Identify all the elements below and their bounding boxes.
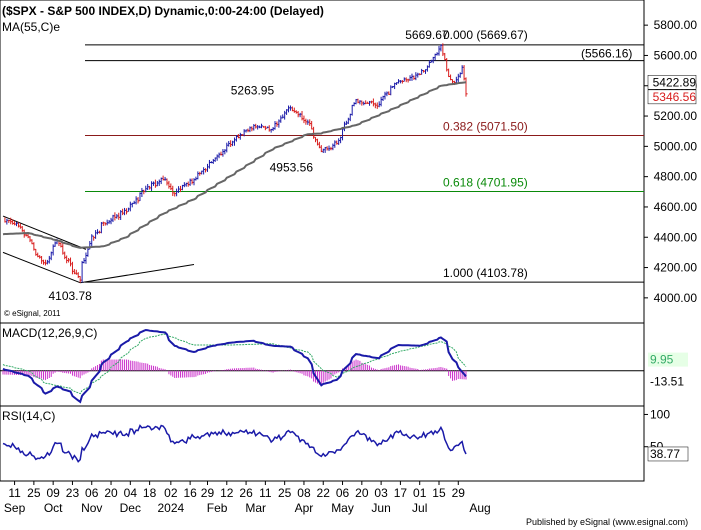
fib-label: 1.000 (4103.78): [443, 266, 528, 280]
macd-value-box: [648, 352, 688, 367]
rsi-panel-frame: [0, 405, 645, 482]
macd-panel: 9.95 -13.51: [0, 328, 688, 404]
rsi-panel: 1005038.77: [2, 407, 689, 463]
price-annotation: 4103.78: [48, 289, 92, 303]
x-tick-label: 16: [183, 486, 197, 500]
x-tick-label: 04: [124, 486, 138, 500]
fib-label: 0.618 (4701.95): [443, 176, 528, 190]
y-tick-label: 5000.00: [654, 139, 698, 153]
fib-label: (5566.16): [581, 47, 632, 61]
macd-value-box: [648, 374, 688, 389]
y-tick-label: 4600.00: [654, 200, 698, 214]
x-tick-label: 23: [66, 486, 80, 500]
x-month-label: Nov: [81, 501, 102, 515]
x-month-label: Jun: [371, 501, 390, 515]
y-tick-label: 4000.00: [654, 291, 698, 305]
macd-line: [2, 328, 467, 404]
published-text: Published by eSignal (www.esignal.com): [526, 517, 688, 527]
y-tick-label: 4400.00: [654, 230, 698, 244]
y-tick-label: 5800.00: [654, 18, 698, 32]
x-tick-label: 06: [336, 486, 350, 500]
x-tick-label: 26: [239, 486, 253, 500]
x-tick-label: 01: [413, 486, 427, 500]
x-tick-label: 29: [201, 486, 215, 500]
chart-title: ($SPX - S&P 500 INDEX,D) Dynamic,0:00-24…: [2, 4, 324, 18]
x-tick-label: 25: [278, 486, 292, 500]
x-tick-label: 25: [27, 486, 41, 500]
x-tick-label: 15: [432, 486, 446, 500]
trendline: [80, 264, 195, 284]
x-month-label: Sep: [4, 501, 26, 515]
y-tick-label: 5600.00: [654, 48, 698, 62]
x-tick-label: 11: [259, 486, 272, 500]
rsi-line: [2, 424, 467, 463]
rsi-value-box: [647, 446, 689, 462]
close-label: 5346.56: [653, 90, 697, 104]
close-label-box: [647, 75, 697, 90]
trendline: [2, 251, 81, 284]
x-tick-label: 20: [104, 486, 118, 500]
close-label-box: [647, 89, 697, 105]
x-month-label: Aug: [469, 501, 490, 515]
x-tick-label: 18: [143, 486, 157, 500]
macd-value-label: -13.51: [650, 374, 684, 388]
copyright-text: © eSignal, 2011: [4, 309, 61, 318]
x-tick-label: 09: [46, 486, 60, 500]
fib-label: 0.382 (5071.50): [443, 120, 528, 134]
price-annotation: 5263.95: [231, 83, 275, 97]
y-tick-label: 4200.00: [654, 261, 698, 275]
x-tick-label: 06: [85, 486, 99, 500]
x-tick-label: 08: [297, 486, 311, 500]
rsi-value-label: 38.77: [650, 447, 680, 461]
rsi-y-tick-label: 100: [650, 407, 670, 421]
x-tick-label: 02: [164, 486, 178, 500]
main-panel-frame: [0, 0, 645, 324]
x-month-label: Dec: [120, 501, 141, 515]
macd-signal-line: [2, 333, 467, 395]
price-panel: 5800.005600.005400.005200.005000.004800.…: [2, 18, 698, 305]
x-tick-label: 22: [317, 486, 331, 500]
x-tick-label: 12: [220, 486, 234, 500]
x-month-label: May: [331, 501, 354, 515]
x-month-label: 2024: [157, 501, 184, 515]
fib-label: 0.000 (5669.67): [443, 28, 528, 42]
x-month-label: Apr: [295, 501, 314, 515]
close-label: 5422.89: [653, 75, 697, 89]
x-tick-label: 11: [8, 486, 21, 500]
x-tick-label: 17: [394, 486, 408, 500]
ma-label: MA(55,C)e: [2, 20, 60, 34]
rsi-label: RSI(14,C): [2, 409, 55, 423]
trendline: [2, 215, 87, 250]
macd-value-label: 9.95: [650, 353, 674, 367]
x-tick-label: 03: [374, 486, 388, 500]
x-month-label: Jul: [412, 501, 427, 515]
x-tick-label: 29: [452, 486, 466, 500]
x-tick-label: 20: [355, 486, 369, 500]
y-tick-label: 5200.00: [654, 109, 698, 123]
price-annotation: 4953.56: [270, 160, 314, 174]
x-month-label: Mar: [245, 501, 266, 515]
ma-line: [2, 81, 467, 249]
macd-label: MACD(12,26,9,C): [2, 326, 97, 340]
price-annotation: 5669.67: [405, 28, 449, 42]
x-month-label: Feb: [207, 501, 228, 515]
x-month-label: Oct: [44, 501, 63, 515]
y-tick-label: 4800.00: [654, 170, 698, 184]
x-axis: 11 25 09 23 06 20 04 18 02 16 29 12 26 11 25 08 22 06 20 03…: [4, 481, 491, 515]
